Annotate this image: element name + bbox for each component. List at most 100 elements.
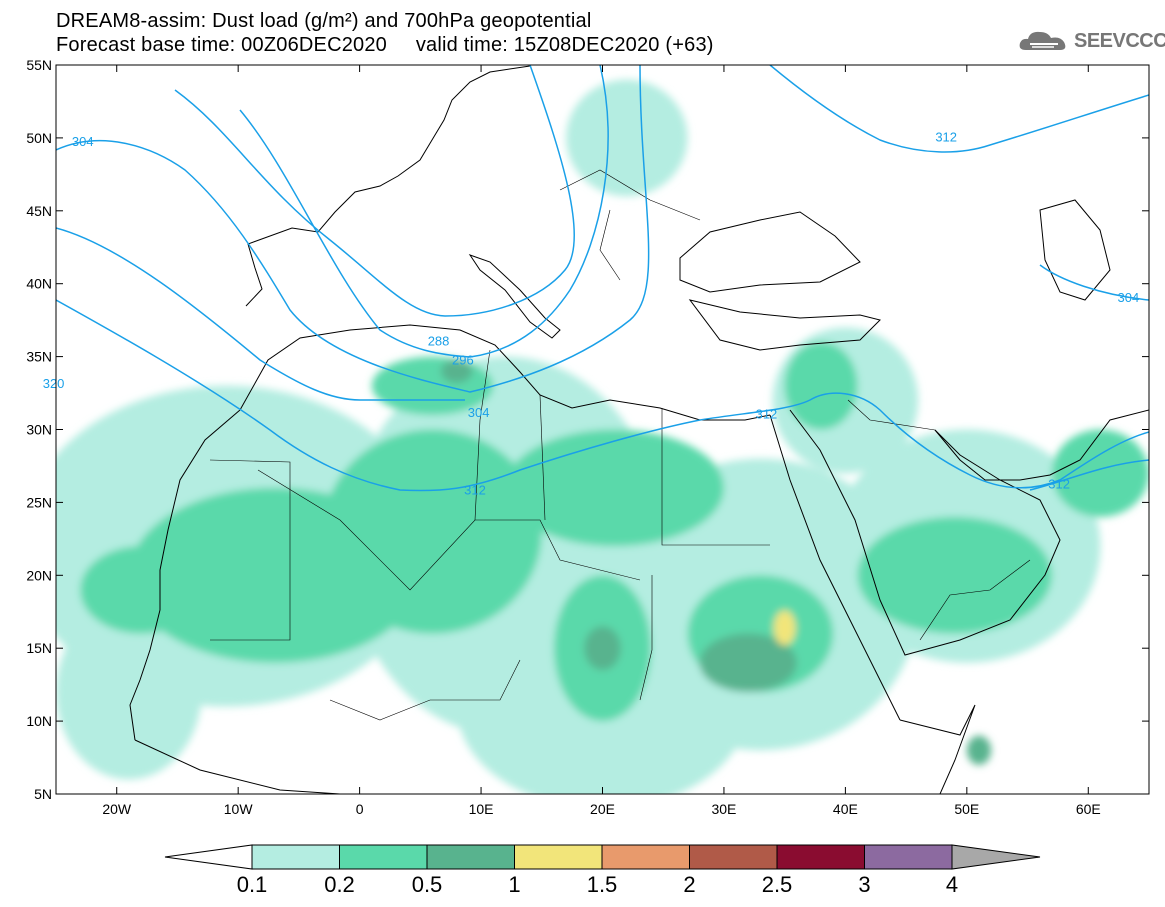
lon-tick-label: 20W [102, 801, 132, 817]
border [639, 575, 653, 701]
contour-312-east [1029, 459, 1149, 491]
dust-region-c2 [80, 546, 202, 634]
border [474, 349, 491, 521]
axis-ticks: 55N 50N 45N 40N 35N 30N 25N 20N 15N 10N 5N 20W 10W 0 1… [26, 57, 1149, 817]
border [847, 399, 936, 431]
coastline-horn-of-africa [899, 704, 976, 794]
border [599, 209, 621, 281]
colorbar [164, 844, 1041, 870]
colorbar-label: 4 [945, 872, 959, 897]
coastline-persian-gulf [934, 409, 1149, 481]
dust-region-c1 [566, 79, 688, 197]
lat-tick-label: 15N [26, 640, 52, 656]
colorbar-segment [601, 844, 690, 870]
dust-region-c3 [440, 359, 473, 383]
dust-region-c2 [784, 342, 858, 430]
lat-tick-label: 35N [26, 349, 52, 365]
contour-296 [239, 65, 609, 358]
dust-region-c1 [56, 604, 202, 780]
geopotential-contours [56, 65, 1149, 492]
dust-region-c4 [773, 610, 796, 646]
lon-tick-label: 60E [1076, 801, 1101, 817]
contour-label: 304 [1118, 290, 1140, 305]
country-borders [209, 169, 1031, 721]
contour-288 [174, 65, 576, 317]
border [559, 169, 701, 221]
border [329, 659, 521, 721]
lat-tick-label: 25N [26, 494, 52, 510]
colorbar-segment [251, 844, 340, 870]
border [209, 459, 291, 641]
dust-region-c2 [505, 429, 724, 547]
contour-label: 312 [1048, 476, 1070, 491]
lat-tick-label: 55N [26, 57, 52, 73]
valid-time: valid time: 15Z08DEC2020 (+63) [415, 34, 714, 56]
lon-tick-label: 30E [711, 801, 736, 817]
colorbar-segment [864, 844, 953, 870]
coastline-black-sea [679, 211, 861, 293]
lon-tick-label: 40E [833, 801, 858, 817]
coastline-red-sea [769, 414, 901, 721]
border [539, 394, 546, 521]
contour-304-east [1039, 264, 1149, 301]
colorbar-label: 0.5 [411, 872, 443, 897]
contour-label: 312 [756, 406, 778, 421]
dust-region-c3 [699, 633, 797, 692]
lon-tick-label: 10E [469, 801, 494, 817]
colorbar-label: 1.5 [586, 872, 618, 897]
coastline-italy [468, 254, 561, 339]
coastline-west-africa [129, 409, 241, 741]
colorbar-label: 3 [858, 872, 871, 897]
contour-label: 320 [43, 376, 65, 391]
colorbar-segment [339, 844, 428, 870]
lon-tick-label: 20E [590, 801, 615, 817]
lat-tick-label: 45N [26, 203, 52, 219]
colorbar-segment [426, 844, 515, 870]
lon-tick-label: 0 [356, 801, 364, 817]
map-title: DREAM8-assim: Dust load (g/m²) and 700hP… [56, 10, 592, 32]
lon-tick-label: 10W [224, 801, 254, 817]
colorbar-min-arrow [164, 844, 253, 870]
dust-region-c2 [1051, 429, 1149, 517]
colorbar-segment [689, 844, 778, 870]
forecast-times: Forecast base time: 00Z06DEC2020 valid t… [56, 34, 714, 56]
colorbar-label: 0.1 [236, 872, 268, 897]
colorbar-label: 2 [683, 872, 696, 897]
contour-label: 312 [935, 129, 957, 144]
lat-tick-label: 5N [34, 786, 52, 802]
contour-312-north [769, 65, 1149, 153]
colorbar-label: 2.5 [761, 872, 793, 897]
lat-tick-label: 50N [26, 130, 52, 146]
border [661, 408, 770, 546]
colorbar-segment [514, 844, 603, 870]
contour-304-south [56, 227, 465, 401]
dust-region-c3 [966, 735, 992, 765]
contour-label: 304 [468, 405, 490, 420]
lat-tick-label: 30N [26, 422, 52, 438]
colorbar-label: 0.2 [324, 872, 355, 897]
border [919, 559, 1031, 641]
seevccc-logo: SEEVCCC [1018, 28, 1165, 54]
colorbar-label: 1 [508, 872, 521, 897]
base-time: Forecast base time: 00Z06DEC2020 [56, 34, 388, 56]
lat-tick-label: 10N [26, 713, 52, 729]
contour-label: 312 [464, 482, 486, 497]
lat-tick-label: 40N [26, 276, 52, 292]
coastline-gulf-of-guinea [134, 739, 341, 794]
colorbar-max-arrow [951, 844, 1041, 870]
coastline-caspian [1039, 199, 1111, 301]
dust-region-c2 [323, 429, 542, 634]
contour-304-north [56, 65, 650, 393]
dust-load-field [56, 79, 1149, 794]
dust-region-c2 [857, 516, 1052, 634]
contour-label: 296 [452, 353, 474, 368]
colorbar-segment [776, 844, 865, 870]
cloud-icon [1019, 31, 1066, 50]
contour-312-sahara [56, 299, 1149, 492]
contour-label: 304 [72, 134, 94, 149]
logo-text: SEEVCCC [1074, 30, 1165, 52]
lat-tick-label: 20N [26, 567, 52, 583]
contour-label: 288 [428, 334, 450, 349]
